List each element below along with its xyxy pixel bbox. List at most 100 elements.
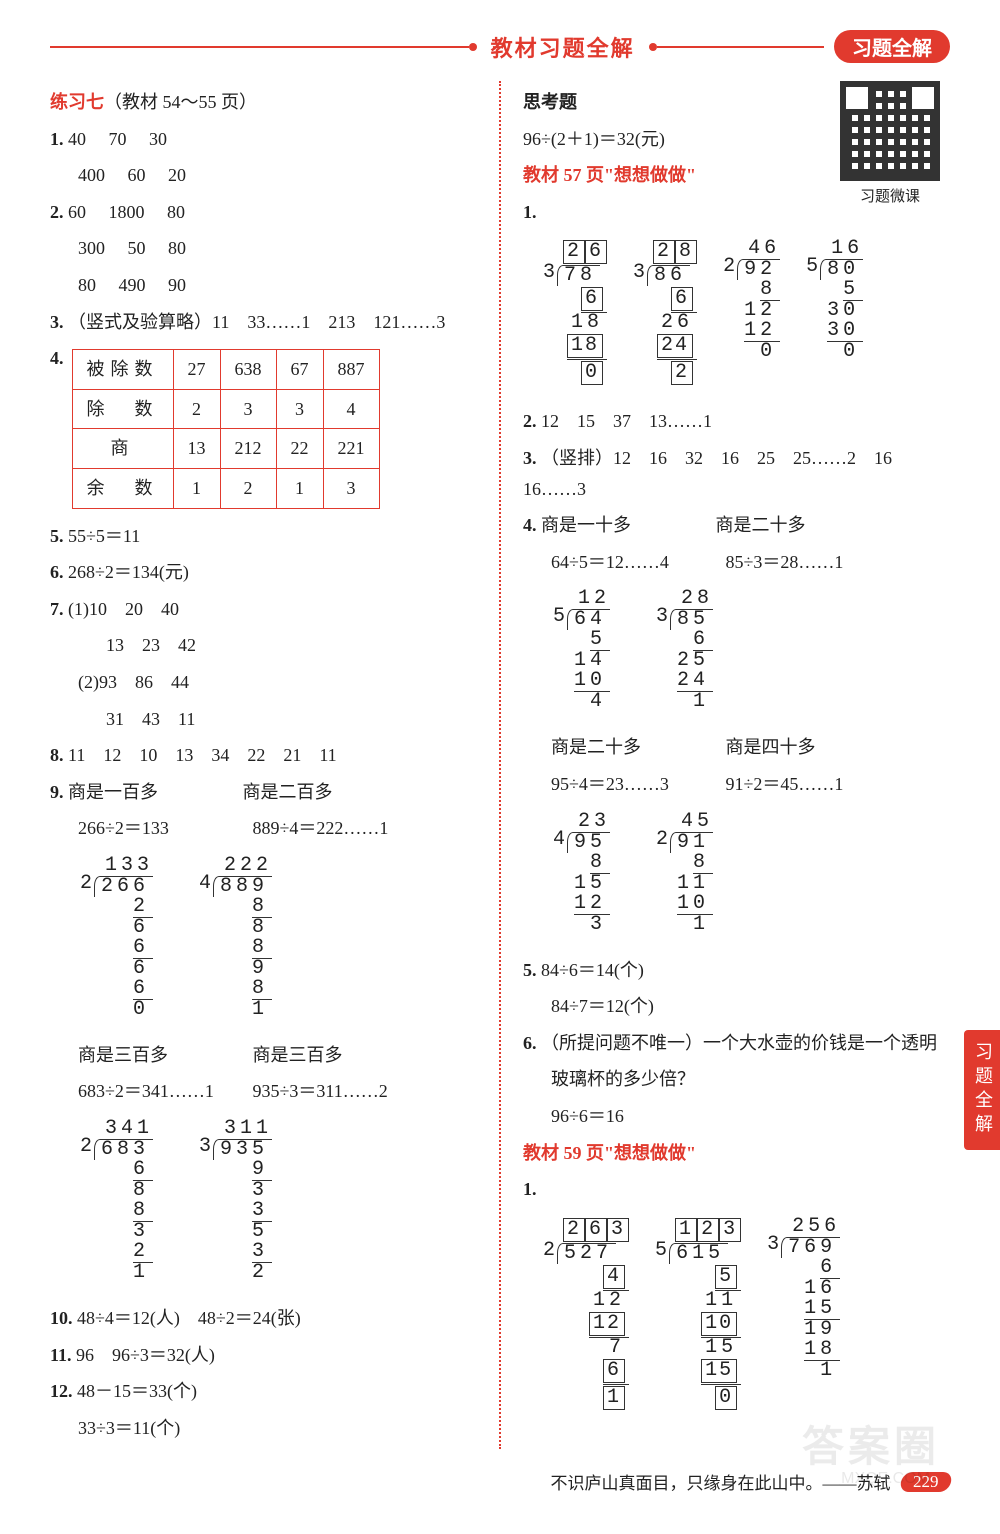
q3-text: （竖式及验算略）11 33……1 213 121……3	[68, 312, 445, 332]
q11-text: 96 96÷3＝32(人)	[76, 1345, 215, 1365]
p57-q1-label: 1.	[523, 202, 537, 222]
p57-ld-d: 16580530300	[806, 239, 863, 386]
p57-q4-c-title: 商是二十多	[551, 732, 721, 763]
q8-label: 8.	[50, 745, 64, 765]
p57-q4-label: 4.	[523, 515, 537, 535]
q4-table: 被除数 27 638 67 887 除 数 2 3 3 4 商	[72, 349, 380, 508]
q9-label: 9.	[50, 782, 64, 802]
q9-a-title: 商是一百多	[68, 777, 238, 808]
qr-icon	[840, 81, 940, 181]
q7-p1: (1)10 20 40	[68, 599, 179, 619]
p59-q1-label: 1.	[523, 1179, 537, 1199]
q4-c22: 22	[276, 429, 323, 469]
left-column: 练习七（教材 54～55 页） 1. 40 70 30 400 60 20 2.…	[50, 81, 477, 1449]
q4-h0: 被除数	[72, 350, 173, 390]
p57-q3-label: 3.	[523, 448, 537, 468]
q2-r2b: 50	[128, 238, 146, 258]
p59-ld-b: 12356155111015150	[655, 1217, 741, 1411]
p57-q6-b: 玻璃杯的多少倍？	[551, 1069, 695, 1089]
q4-c12: 3	[276, 389, 323, 429]
p57-q4-ld-d: 45291811101	[656, 812, 713, 935]
q11-label: 11.	[50, 1345, 72, 1365]
q4-c13: 4	[323, 389, 379, 429]
q9-c-eq: 683÷2＝341……1	[78, 1076, 248, 1107]
q4-c00: 27	[173, 350, 220, 390]
p57-ld-b: 28386626242	[633, 239, 697, 386]
p57-q4-d-title: 商是四十多	[726, 737, 816, 757]
header-badge: 习题全解	[834, 30, 950, 63]
p59-ld-a: 263252741212761	[543, 1217, 629, 1411]
q12-a: 48－15＝33(个)	[77, 1381, 197, 1401]
q4-h2: 商	[72, 429, 173, 469]
q2-r3a: 80	[78, 275, 96, 295]
q4-c31: 2	[220, 468, 276, 508]
q1-r2b: 60	[128, 165, 146, 185]
q1-label: 1.	[50, 129, 64, 149]
q1-r1a: 40	[68, 129, 86, 149]
q7-label: 7.	[50, 599, 64, 619]
q9-b-eq: 889÷4＝222……1	[253, 818, 389, 838]
q4-c21: 212	[220, 429, 276, 469]
q1-r1b: 70	[109, 129, 127, 149]
p57-q4-d-eq: 91÷2＝45……1	[726, 774, 844, 794]
q4-c11: 3	[220, 389, 276, 429]
q9-a-eq: 266÷2＝133	[78, 813, 248, 844]
p57-q5-b: 84÷7＝12(个)	[551, 996, 654, 1016]
p57-q2-label: 2.	[523, 411, 537, 431]
footer: 不识庐山真面目，只缘身在此山中。——苏轼 229	[50, 1469, 950, 1494]
q4-c02: 67	[276, 350, 323, 390]
q2-r3b: 490	[119, 275, 146, 295]
q2-r1a: 60	[68, 202, 86, 222]
p57-q4-ld-c: 23495815123	[553, 812, 610, 935]
q9-longdiv-d: 3113935933532	[199, 1119, 272, 1283]
p57-q4-b-eq: 85÷3＝28……1	[726, 552, 844, 572]
p57-q4-ld-b: 28385625241	[656, 589, 713, 712]
p57-ld-c: 46292812120	[723, 239, 780, 386]
p57-q6-c: 96÷6＝16	[551, 1106, 624, 1126]
q5-label: 5.	[50, 526, 64, 546]
q7-p2b: 31 43 11	[106, 709, 195, 729]
p57-q4-a-eq: 64÷5＝12……4	[551, 547, 721, 578]
q3-label: 3.	[50, 312, 64, 332]
qr-caption: 习题微课	[830, 185, 950, 206]
q7-p2: (2)93 86 44	[78, 672, 189, 692]
watermark-small: MXQE.COM	[841, 1470, 930, 1488]
q9-b-title: 商是二百多	[243, 782, 333, 802]
p57-q4-ld-a: 12564514104	[553, 589, 610, 712]
q7-p1b: 13 23 42	[106, 635, 196, 655]
q12-label: 12.	[50, 1381, 73, 1401]
header: 教材习题全解 习题全解	[50, 30, 950, 63]
q4-c32: 1	[276, 468, 323, 508]
q4-c03: 887	[323, 350, 379, 390]
q12-b: 33÷3＝11(个)	[78, 1418, 180, 1438]
q9-longdiv-a: 1332266266660	[80, 856, 153, 1020]
right-column: 习题微课 思考题 96÷(2＋1)＝32(元) 教材 57 页"想想做做" 1.…	[523, 81, 950, 1449]
q2-r2a: 300	[78, 238, 105, 258]
q2-label: 2.	[50, 202, 64, 222]
q9-c-title: 商是三百多	[78, 1040, 248, 1071]
footer-quote: 不识庐山真面目，只缘身在此山中。——苏轼	[551, 1469, 891, 1494]
q4-c01: 638	[220, 350, 276, 390]
p57-q3-text: （竖排）12 16 32 16 25 25……2 16 16……3	[523, 448, 910, 499]
exercise-pages: （教材 54～55 页）	[104, 92, 257, 112]
side-tab: 习题全解	[964, 1030, 1000, 1150]
q4-label: 4.	[50, 343, 64, 374]
p59-ld-c: 25637696161519181	[767, 1217, 840, 1411]
q6-label: 6.	[50, 562, 64, 582]
q4-c10: 2	[173, 389, 220, 429]
p57-q4-a-title: 商是一十多	[541, 510, 711, 541]
column-separator	[499, 81, 501, 1449]
header-title: 教材习题全解	[477, 31, 649, 63]
q9-longdiv-b: 2224889888981	[199, 856, 272, 1020]
q10-label: 10.	[50, 1308, 73, 1328]
q2-r1b: 1800	[109, 202, 145, 222]
q5-text: 55÷5＝11	[68, 526, 140, 546]
p57-q4-b-title: 商是二十多	[716, 515, 806, 535]
q9-longdiv-c: 3412683688321	[80, 1119, 153, 1283]
q4-h1: 除 数	[72, 389, 173, 429]
q10-text: 48÷4＝12(人) 48÷2＝24(张)	[77, 1308, 301, 1328]
p57-q5-label: 5.	[523, 960, 537, 980]
q1-r1c: 30	[149, 129, 167, 149]
exercise-title: 练习七	[50, 92, 104, 112]
q4-c33: 3	[323, 468, 379, 508]
